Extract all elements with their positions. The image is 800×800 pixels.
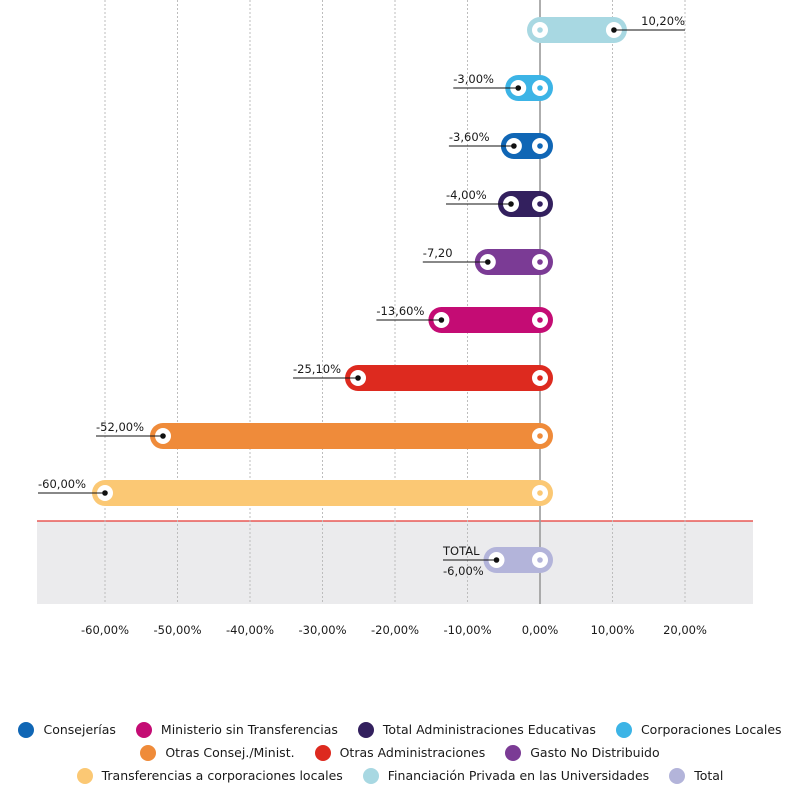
value-label: 10,20% bbox=[641, 14, 685, 28]
series-5-bar bbox=[428, 307, 553, 333]
series-6-bar bbox=[345, 365, 553, 391]
series-6-zero-dot-center bbox=[537, 375, 543, 381]
chart: 10,20% -3,00% -3,60% -4,00% -7,20 -13,60% -25,… bbox=[37, 0, 753, 637]
legend-item: Corporaciones Locales bbox=[615, 721, 782, 738]
legend-item: Financiación Privada en las Universidade… bbox=[362, 767, 650, 784]
total-zero-dot-center bbox=[537, 557, 543, 563]
value-label: -3,60% bbox=[449, 130, 490, 144]
legend-row: Transferencias a corporaciones locales Fi… bbox=[0, 764, 800, 787]
legend-label: Gasto No Distribuido bbox=[530, 745, 660, 760]
x-tick-label: -10,00% bbox=[444, 623, 492, 637]
legend-row: Otras Consej./Minist. Otras Administracio… bbox=[0, 741, 800, 764]
x-tick-label: -20,00% bbox=[371, 623, 419, 637]
series-8-zero-dot-center bbox=[537, 490, 543, 496]
legend-swatch-icon bbox=[362, 767, 379, 784]
legend-item: Total bbox=[669, 767, 724, 784]
total-title: TOTAL bbox=[442, 544, 480, 558]
legend-label: Total Administraciones Educativas bbox=[382, 722, 596, 737]
legend-swatch-icon bbox=[615, 721, 632, 738]
total-value-label: -6,00% bbox=[443, 564, 484, 578]
legend-item: Consejerías bbox=[18, 721, 116, 738]
x-tick-label: -30,00% bbox=[299, 623, 347, 637]
series-0-bar bbox=[527, 17, 627, 43]
legend-item: Total Administraciones Educativas bbox=[357, 721, 596, 738]
value-label: -52,00% bbox=[96, 420, 144, 434]
total-band bbox=[37, 521, 753, 604]
legend: Consejerías Ministerio sin Transferencias… bbox=[0, 718, 800, 787]
legend-label: Financiación Privada en las Universidade… bbox=[387, 768, 650, 783]
x-tick-label: 0,00% bbox=[522, 623, 559, 637]
legend-row: Consejerías Ministerio sin Transferencias… bbox=[0, 718, 800, 741]
series-7-bar bbox=[150, 423, 553, 449]
legend-item: Transferencias a corporaciones locales bbox=[76, 767, 343, 784]
value-label: -4,00% bbox=[446, 188, 487, 202]
legend-label: Transferencias a corporaciones locales bbox=[101, 768, 343, 783]
legend-swatch-icon bbox=[135, 721, 152, 738]
legend-swatch-icon bbox=[140, 744, 157, 761]
series-2-zero-dot-center bbox=[537, 143, 543, 149]
series-3-zero-dot-center bbox=[537, 201, 543, 207]
legend-item: Otras Consej./Minist. bbox=[140, 744, 295, 761]
legend-swatch-icon bbox=[314, 744, 331, 761]
x-tick-label: -60,00% bbox=[81, 623, 129, 637]
x-tick-label: 20,00% bbox=[663, 623, 707, 637]
legend-swatch-icon bbox=[669, 767, 686, 784]
value-label: -7,20 bbox=[423, 246, 453, 260]
x-tick-label: -40,00% bbox=[226, 623, 274, 637]
series-1-zero-dot-center bbox=[537, 85, 543, 91]
series-8-bar bbox=[92, 480, 553, 506]
series-0-zero-dot-center bbox=[537, 27, 543, 33]
legend-item: Otras Administraciones bbox=[314, 744, 486, 761]
legend-swatch-icon bbox=[18, 721, 35, 738]
x-tick-label: -50,00% bbox=[154, 623, 202, 637]
series-6-value-dot-center bbox=[355, 375, 361, 381]
x-tick-label: 10,00% bbox=[591, 623, 635, 637]
legend-label: Total bbox=[694, 768, 724, 783]
legend-label: Otras Administraciones bbox=[339, 745, 486, 760]
legend-item: Gasto No Distribuido bbox=[505, 744, 660, 761]
legend-label: Otras Consej./Minist. bbox=[165, 745, 295, 760]
legend-label: Consejerías bbox=[43, 722, 116, 737]
legend-label: Ministerio sin Transferencias bbox=[160, 722, 338, 737]
value-label: -25,10% bbox=[293, 362, 341, 376]
legend-swatch-icon bbox=[76, 767, 93, 784]
legend-item: Ministerio sin Transferencias bbox=[135, 721, 338, 738]
series-7-zero-dot-center bbox=[537, 433, 543, 439]
value-label: -60,00% bbox=[38, 477, 86, 491]
series-4-bar bbox=[474, 249, 553, 275]
value-label: -3,00% bbox=[453, 72, 494, 86]
series-5-zero-dot-center bbox=[537, 317, 543, 323]
legend-swatch-icon bbox=[505, 744, 522, 761]
legend-label: Corporaciones Locales bbox=[640, 722, 782, 737]
value-label: -13,60% bbox=[376, 304, 424, 318]
legend-swatch-icon bbox=[357, 721, 374, 738]
series-4-zero-dot-center bbox=[537, 259, 543, 265]
series-5-value-dot-center bbox=[438, 317, 445, 323]
